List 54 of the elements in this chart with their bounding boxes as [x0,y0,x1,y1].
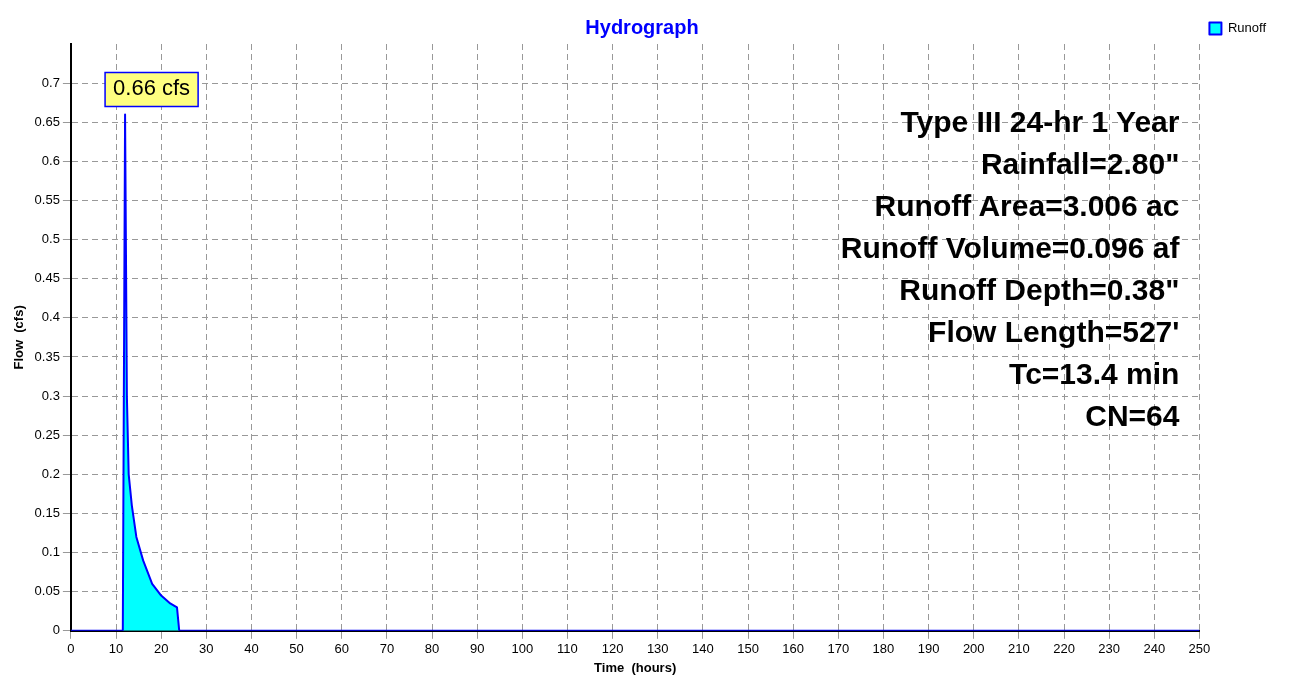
annotation: Runoff Volume=0.096 af [840,231,1181,265]
y-tick-label: 0.3 [41,387,60,403]
annotation: 0.66 cfs [113,75,191,101]
x-tick-label: 0 [67,641,75,657]
x-tick-label: 40 [244,641,259,657]
y-tick-label: 0.55 [34,192,60,208]
y-tick-label: 0.65 [34,113,60,129]
x-axis-title: Time (hours) [594,659,677,675]
y-tick-label: 0.4 [41,309,60,325]
y-tick-label: 0.45 [34,270,60,286]
y-tick-label: 0.1 [41,544,60,560]
x-tick-label: 220 [1053,641,1075,657]
chart-title: Hydrograph [585,15,699,38]
annotation: Runoff Depth=0.38" [899,273,1180,307]
y-tick-label: 0.05 [34,583,60,599]
x-tick-label: 20 [153,641,169,657]
y-tick-label: 0.7 [41,74,60,90]
x-tick-label: 200 [962,641,985,657]
x-tick-label: 180 [872,641,895,657]
y-tick-label: 0.6 [41,152,60,168]
x-tick-label: 10 [108,641,124,657]
y-tick-label: 0 [52,622,60,638]
annotation: CN=64 [1085,399,1180,433]
x-tick-label: 250 [1188,641,1211,657]
x-tick-label: 190 [917,641,940,657]
x-tick-label: 70 [379,641,395,657]
annotation: Flow Length=527' [928,315,1180,349]
legend-label: Runoff [1227,20,1267,36]
x-tick-label: 240 [1143,641,1166,657]
x-tick-label: 120 [601,641,624,657]
annotation: Runoff Area=3.006 ac [874,189,1180,223]
x-tick-label: 140 [692,641,714,657]
x-tick-label: 170 [827,641,850,657]
x-tick-label: 80 [424,641,440,657]
x-tick-label: 100 [511,641,534,657]
x-tick-label: 130 [646,641,669,657]
x-tick-label: 230 [1098,641,1120,657]
y-tick-label: 0.35 [34,348,60,364]
x-tick-label: 160 [782,641,805,657]
y-tick-label: 0.2 [41,465,60,481]
annotation: Rainfall=2.80" [980,147,1180,181]
x-tick-label: 90 [469,641,485,657]
x-tick-label: 150 [737,641,759,657]
x-tick-label: 110 [557,641,578,657]
y-tick-label: 0.5 [41,231,60,247]
y-tick-label: 0.15 [34,505,60,521]
x-tick-label: 60 [334,641,349,657]
x-tick-label: 30 [199,641,214,657]
x-tick-label: 50 [289,641,304,657]
y-axis-title: Flow (cfs) [11,305,27,370]
y-tick-label: 0.25 [34,426,60,442]
annotation: Tc=13.4 min [1009,357,1180,391]
x-tick-label: 210 [1008,641,1030,657]
annotation: Type III 24-hr 1 Year [900,105,1180,139]
